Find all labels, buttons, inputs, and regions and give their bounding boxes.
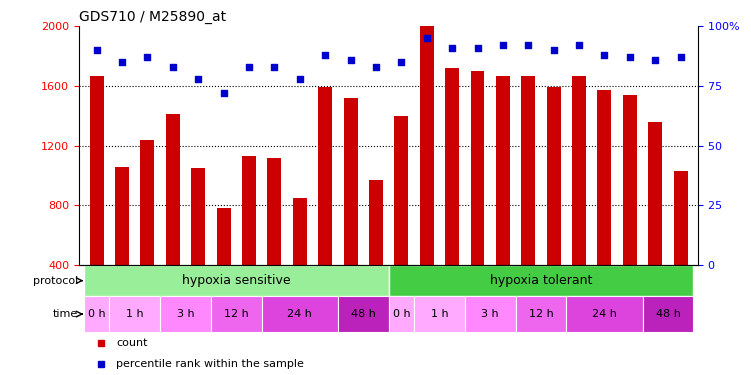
Bar xyxy=(89,75,104,265)
Bar xyxy=(140,140,155,265)
Bar xyxy=(211,296,261,332)
Point xyxy=(522,42,534,48)
Bar xyxy=(318,87,332,265)
Point xyxy=(497,42,509,48)
Text: hypoxia sensitive: hypoxia sensitive xyxy=(182,274,291,287)
Bar xyxy=(648,122,662,265)
Text: protocol: protocol xyxy=(33,276,78,286)
Bar xyxy=(242,156,256,265)
Bar xyxy=(216,209,231,265)
Bar xyxy=(84,296,110,332)
Bar xyxy=(445,68,459,265)
Point xyxy=(446,45,458,51)
Bar xyxy=(547,87,561,265)
Point xyxy=(547,47,559,53)
Bar xyxy=(369,180,383,265)
Point xyxy=(395,59,407,65)
Point xyxy=(599,52,611,58)
Text: GDS710 / M25890_at: GDS710 / M25890_at xyxy=(79,10,226,24)
Text: time: time xyxy=(53,309,78,319)
Bar xyxy=(674,171,688,265)
Point xyxy=(370,64,382,70)
Bar xyxy=(471,71,484,265)
Bar xyxy=(521,75,535,265)
Point xyxy=(624,54,636,60)
Bar xyxy=(572,75,586,265)
Bar xyxy=(267,158,282,265)
Point xyxy=(674,54,686,60)
Bar xyxy=(389,265,693,296)
Bar xyxy=(389,296,414,332)
Bar xyxy=(516,296,566,332)
Point xyxy=(650,57,662,63)
Point xyxy=(573,42,585,48)
Bar xyxy=(293,198,306,265)
Text: 48 h: 48 h xyxy=(656,309,680,319)
Point xyxy=(472,45,484,51)
Text: 12 h: 12 h xyxy=(529,309,553,319)
Text: hypoxia tolerant: hypoxia tolerant xyxy=(490,274,593,287)
Point xyxy=(167,64,179,70)
Text: 1 h: 1 h xyxy=(430,309,448,319)
Text: 0 h: 0 h xyxy=(393,309,410,319)
Bar xyxy=(110,296,160,332)
Bar xyxy=(192,168,205,265)
Text: 12 h: 12 h xyxy=(224,309,249,319)
Bar xyxy=(338,296,389,332)
Text: 24 h: 24 h xyxy=(288,309,312,319)
Point xyxy=(218,90,230,96)
Point xyxy=(268,64,280,70)
Bar xyxy=(623,95,637,265)
Bar xyxy=(166,114,179,265)
Bar xyxy=(496,75,510,265)
Bar xyxy=(115,166,129,265)
Bar xyxy=(465,296,516,332)
Point xyxy=(243,64,255,70)
Bar xyxy=(343,98,357,265)
Point xyxy=(141,54,153,60)
Point xyxy=(192,76,204,82)
Bar xyxy=(261,296,338,332)
Bar xyxy=(598,90,611,265)
Bar xyxy=(84,265,389,296)
Text: count: count xyxy=(116,338,147,348)
Bar xyxy=(160,296,211,332)
Text: 3 h: 3 h xyxy=(481,309,499,319)
Bar xyxy=(566,296,643,332)
Bar xyxy=(420,23,434,265)
Point xyxy=(319,52,331,58)
Point xyxy=(294,76,306,82)
Text: 3 h: 3 h xyxy=(176,309,195,319)
Text: 0 h: 0 h xyxy=(88,309,105,319)
Text: 1 h: 1 h xyxy=(126,309,143,319)
Text: 48 h: 48 h xyxy=(351,309,376,319)
Text: 24 h: 24 h xyxy=(592,309,617,319)
Text: percentile rank within the sample: percentile rank within the sample xyxy=(116,359,304,369)
Point xyxy=(116,59,128,65)
Point xyxy=(421,35,433,41)
Bar xyxy=(414,296,465,332)
Point xyxy=(345,57,357,63)
Bar xyxy=(394,116,409,265)
Point xyxy=(91,47,103,53)
Bar xyxy=(643,296,693,332)
